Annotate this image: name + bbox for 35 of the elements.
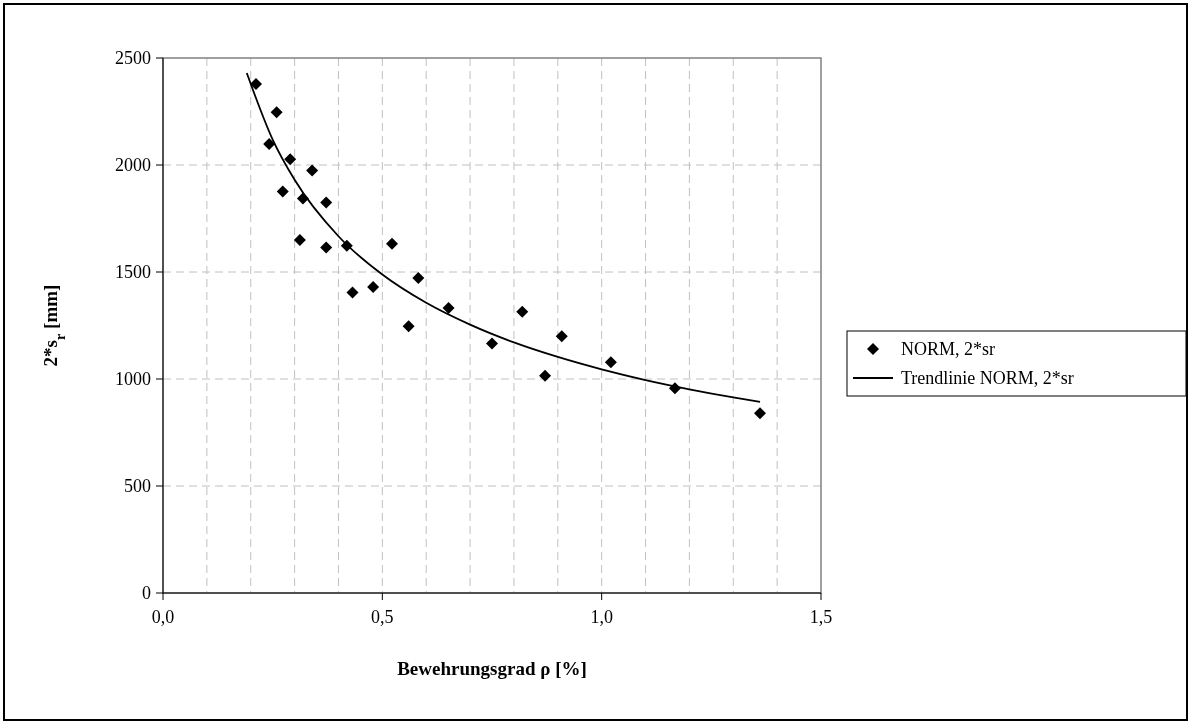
point <box>402 320 415 333</box>
legend-label: NORM, 2*sr <box>901 339 996 360</box>
point <box>320 196 333 209</box>
point <box>320 241 333 254</box>
point <box>539 369 552 382</box>
point <box>486 337 498 350</box>
point <box>276 185 289 198</box>
point <box>385 237 398 250</box>
point <box>555 330 568 343</box>
x-tick-label: 1,5 <box>809 607 833 627</box>
point <box>284 153 297 166</box>
y-tick-label: 500 <box>124 476 151 497</box>
y-tick-label: 0 <box>142 583 151 604</box>
point <box>293 234 306 247</box>
x-tick-label: 1,0 <box>590 607 613 627</box>
line-series <box>245 72 761 403</box>
point <box>516 305 529 318</box>
point <box>604 356 617 369</box>
y-tick-label: 1500 <box>115 262 151 283</box>
point <box>263 138 276 151</box>
y-tick-label: 2500 <box>115 48 151 69</box>
point <box>346 286 359 299</box>
point <box>754 407 767 420</box>
point <box>367 280 380 293</box>
point <box>412 271 425 284</box>
legend-label: Trendlinie NORM, 2*sr <box>901 368 1074 389</box>
point <box>270 106 283 119</box>
point <box>306 164 319 177</box>
x-axis-title: Bewehrungsgrad ρ [%] <box>397 658 587 679</box>
point <box>442 301 455 314</box>
y-tick-label: 1000 <box>115 369 151 390</box>
x-tick-label: 0,0 <box>151 607 175 627</box>
point <box>250 78 262 91</box>
y-tick-label: 2000 <box>115 155 151 176</box>
x-tick-label: 0,5 <box>371 607 394 627</box>
